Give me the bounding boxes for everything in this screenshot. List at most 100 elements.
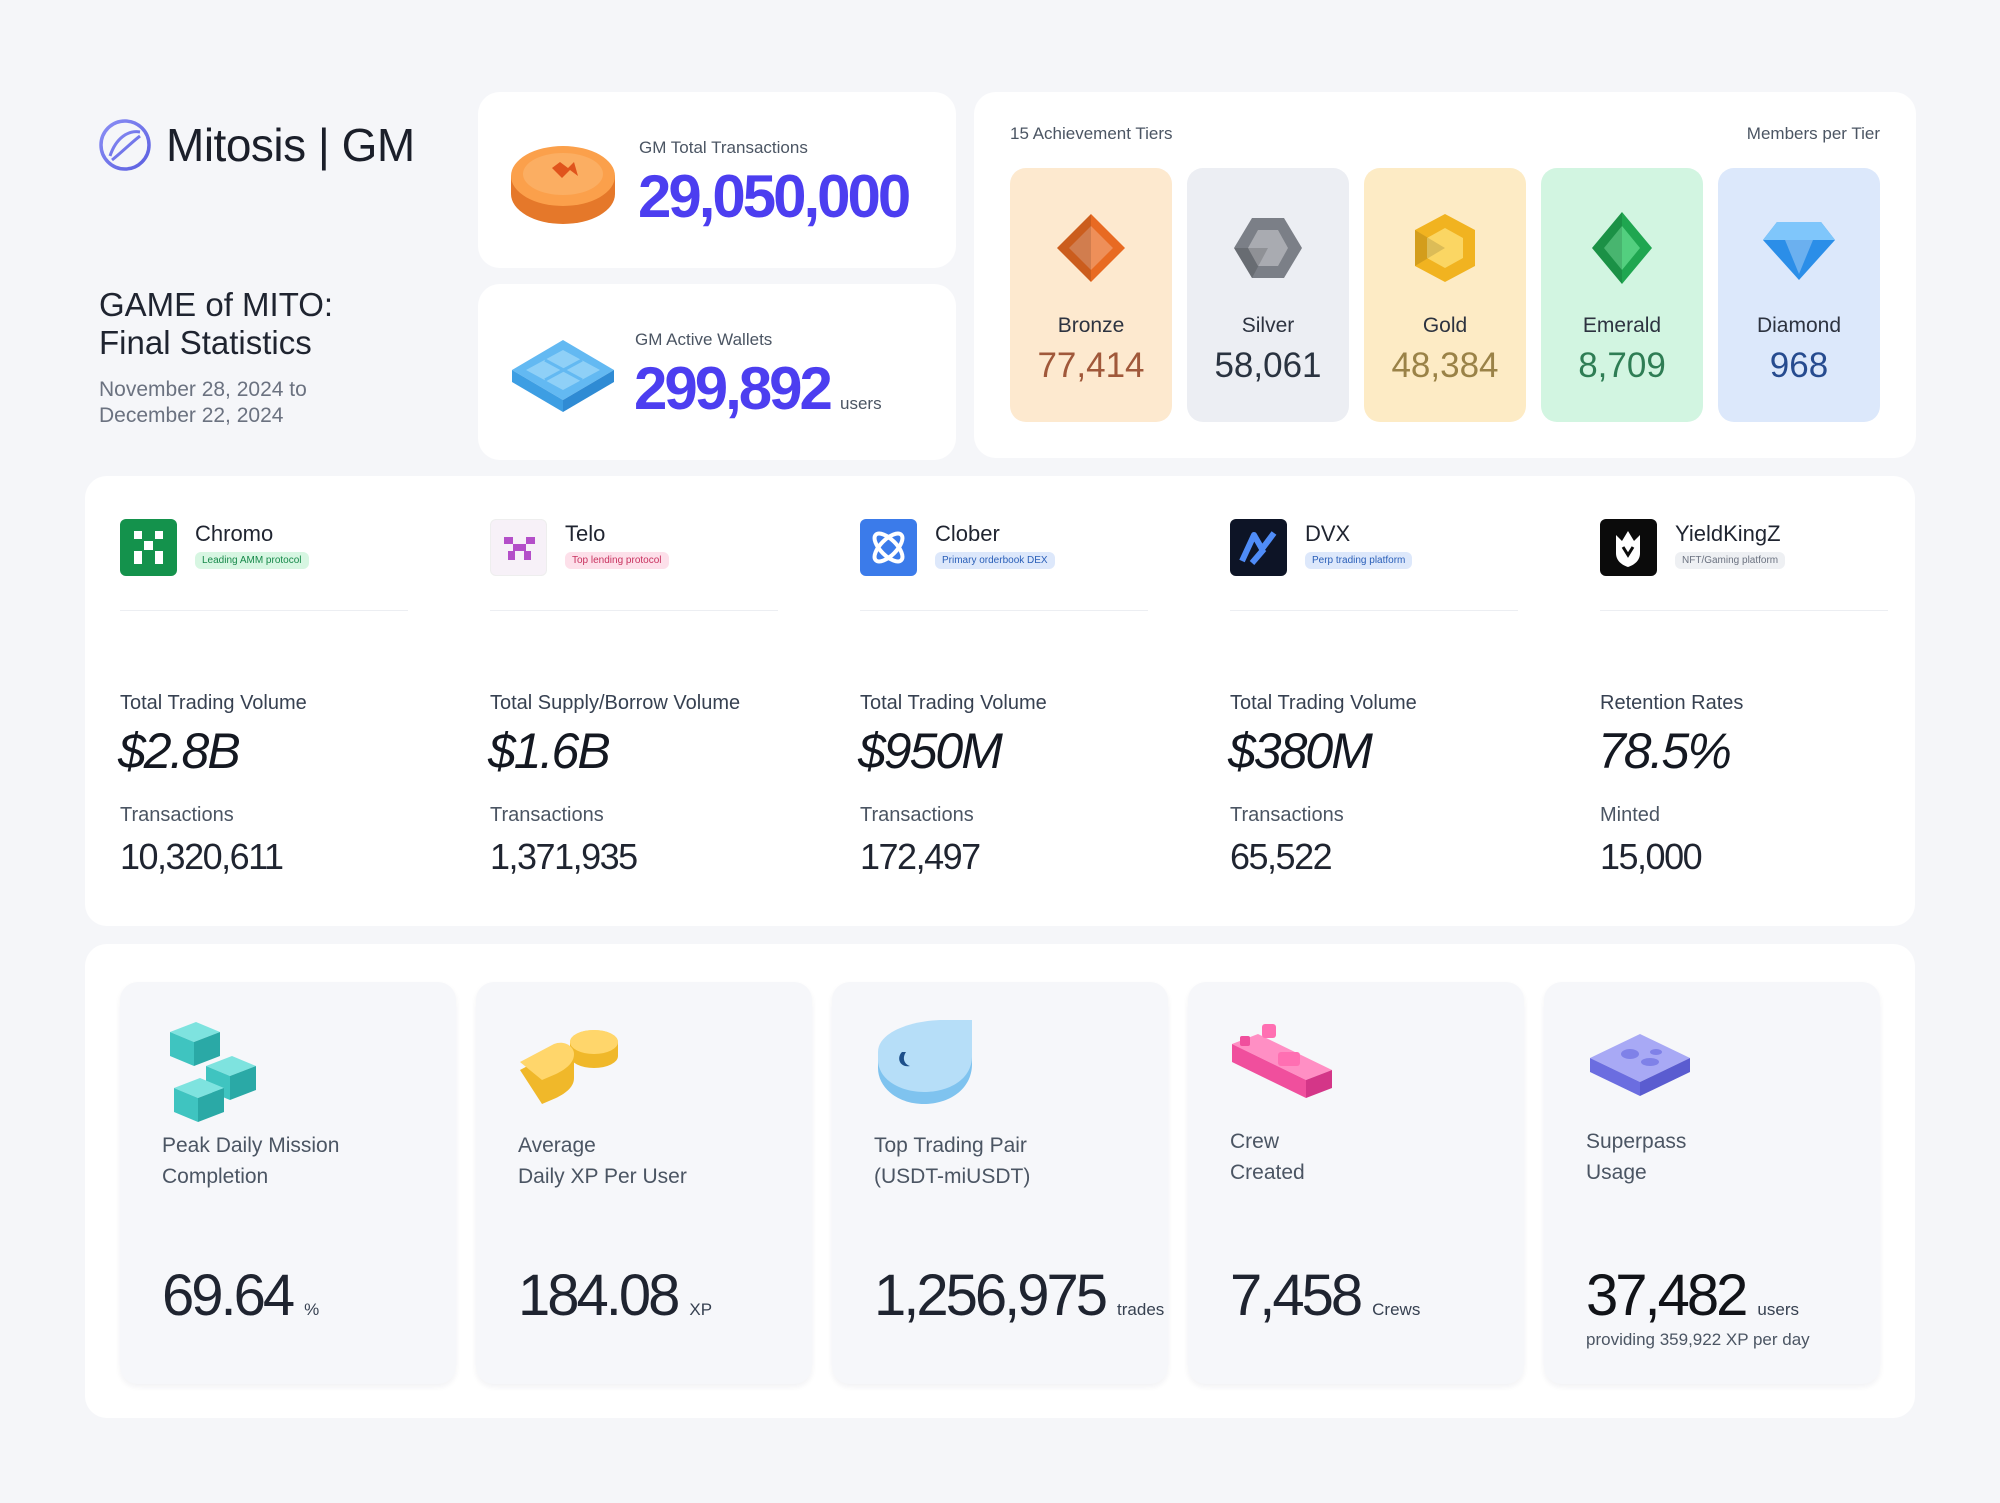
- date-range-end: December 22, 2024: [99, 404, 284, 427]
- game-stats-section: Peak Daily Mission Completion 69.64% Ave…: [85, 944, 1915, 1418]
- clober-logo-icon: [860, 519, 917, 576]
- coin-icon: [511, 146, 615, 224]
- stat-number: 1,256,975: [874, 1263, 1108, 1328]
- partner-clober: Clober Primary orderbook DEX Total Tradi…: [825, 476, 1148, 926]
- metric-label: Total Trading Volume: [120, 692, 307, 714]
- total-transactions-value: 29,050,000: [638, 163, 911, 230]
- mitosis-logo-icon: [99, 119, 151, 171]
- stat-superpass-usage: Superpass Usage 37,482 users providing 35…: [1544, 982, 1880, 1384]
- partner-tag: Primary orderbook DEX: [935, 552, 1055, 569]
- stat-unit: users: [1757, 1300, 1799, 1319]
- metric-label: Total Supply/Borrow Volume: [490, 692, 741, 714]
- metric-value: 78.5%: [1598, 723, 1732, 779]
- stat-value: 184.08 XP: [518, 1262, 712, 1329]
- title-line-1: GAME of MITO:: [99, 286, 334, 323]
- minted-value: 15,000: [1600, 836, 1703, 877]
- brand-name: Mitosis | GM: [166, 119, 415, 171]
- tier-name: Silver: [1241, 314, 1295, 337]
- partner-name: YieldKingZ: [1675, 521, 1781, 546]
- transactions-value: 65,522: [1230, 836, 1333, 877]
- partner-name: Telo: [565, 521, 606, 546]
- stat-label: Crew Created: [1230, 1130, 1305, 1184]
- superpass-xp-note: providing 359,922 XP per day: [1586, 1330, 1810, 1349]
- trading-pair-drop-icon: [878, 1020, 972, 1104]
- transactions-label: Transactions: [860, 804, 974, 826]
- stat-label: Superpass Usage: [1586, 1130, 1687, 1184]
- transactions-label: Transactions: [120, 804, 234, 826]
- stat-unit: %: [304, 1300, 320, 1319]
- stat-unit: Crews: [1372, 1300, 1421, 1319]
- metric-value: $950M: [858, 723, 1003, 779]
- tier-bronze: Bronze 77,414: [1010, 168, 1172, 422]
- stat-label: Peak Daily Mission Completion: [162, 1134, 340, 1188]
- brand-header: Mitosis | GM: [98, 118, 415, 172]
- tier-count: 77,414: [1037, 346, 1145, 385]
- stat-number: 184.08: [518, 1263, 680, 1328]
- tier-count: 968: [1769, 346, 1829, 385]
- gold-gem-icon: [1415, 214, 1475, 282]
- active-wallets-unit: users: [840, 394, 882, 413]
- stat-number: 37,482: [1586, 1263, 1748, 1328]
- xp-tokens-icon: [520, 1030, 618, 1104]
- stat-value: 37,482 users: [1586, 1262, 1799, 1329]
- metric-value: $380M: [1228, 723, 1373, 779]
- tier-count: 58,061: [1214, 346, 1322, 385]
- metric-label: Total Trading Volume: [1230, 692, 1417, 714]
- bronze-gem-icon: [1057, 214, 1125, 282]
- partner-dvx: DVX Perp trading platform Total Trading …: [1195, 476, 1518, 926]
- partner-chromo: Chromo Leading AMM protocol Total Tradin…: [85, 476, 408, 926]
- stat-number: 69.64: [162, 1263, 295, 1328]
- wallet-grid-icon: [512, 340, 614, 412]
- date-range: November 28, 2024 to December 22, 2024: [99, 377, 307, 429]
- title-line-2: Final Statistics: [99, 324, 312, 361]
- metric-label: Total Trading Volume: [860, 692, 1047, 714]
- partner-name: Chromo: [195, 521, 274, 546]
- metric-label: Retention Rates: [1600, 692, 1744, 714]
- stat-average-daily-xp: Average Daily XP Per User 184.08 XP: [476, 982, 812, 1384]
- diamond-gem-icon: [1763, 222, 1835, 280]
- crew-blocks-icon: [1232, 1024, 1332, 1098]
- minted-label: Minted: [1600, 804, 1661, 826]
- active-wallets-card: GM Active Wallets 299,892 users: [478, 284, 956, 460]
- stat-value: 7,458 Crews: [1230, 1262, 1420, 1329]
- divider: [1600, 610, 1888, 611]
- chromo-logo-icon: [120, 519, 177, 576]
- total-transactions-label: GM Total Transactions: [639, 138, 808, 157]
- tier-count: 48,384: [1391, 346, 1499, 385]
- tiers-title: 15 Achievement Tiers: [1010, 124, 1173, 143]
- tier-emerald: Emerald 8,709: [1541, 168, 1703, 422]
- metric-value: $1.6B: [488, 723, 611, 779]
- stat-unit: trades: [1117, 1300, 1165, 1319]
- achievement-tiers-card: 15 Achievement Tiers Members per Tier Br…: [974, 92, 1916, 458]
- silver-gem-icon: [1234, 218, 1302, 278]
- tier-name: Gold: [1422, 314, 1468, 337]
- total-transactions-card: GM Total Transactions 29,050,000: [478, 92, 956, 268]
- partner-telo: Telo Top lending protocol Total Supply/B…: [455, 476, 778, 926]
- stat-peak-daily-mission: Peak Daily Mission Completion 69.64%: [120, 982, 456, 1384]
- transactions-label: Transactions: [490, 804, 604, 826]
- divider: [490, 610, 778, 611]
- active-wallets-value: 299,892: [634, 355, 833, 422]
- stat-top-trading-pair: Top Trading Pair (USDT-miUSDT) 1,256,975…: [832, 982, 1168, 1384]
- tier-silver: Silver 58,061: [1187, 168, 1349, 422]
- tier-name: Bronze: [1057, 314, 1125, 337]
- transactions-label: Transactions: [1230, 804, 1344, 826]
- tier-name: Diamond: [1756, 314, 1842, 337]
- tiers-subtitle: Members per Tier: [1746, 124, 1880, 143]
- stat-label: Top Trading Pair (USDT-miUSDT): [874, 1134, 1031, 1188]
- superpass-card-icon: [1590, 1034, 1690, 1096]
- partner-name: Clober: [935, 521, 1000, 546]
- tier-name: Emerald: [1582, 314, 1662, 337]
- divider: [860, 610, 1148, 611]
- divider: [1230, 610, 1518, 611]
- cubes-icon: [170, 1022, 256, 1122]
- tier-diamond: Diamond 968: [1718, 168, 1880, 422]
- partner-tag: Perp trading platform: [1305, 552, 1413, 569]
- partner-tag: Leading AMM protocol: [195, 552, 309, 569]
- tier-gold: Gold 48,384: [1364, 168, 1526, 422]
- tier-count: 8,709: [1578, 346, 1666, 385]
- partners-card: Chromo Leading AMM protocol Total Tradin…: [85, 476, 1915, 926]
- stat-value: 69.64%: [162, 1262, 319, 1329]
- yieldkingz-logo-icon: [1600, 519, 1657, 576]
- page-title: GAME of MITO: Final Statistics: [99, 286, 333, 362]
